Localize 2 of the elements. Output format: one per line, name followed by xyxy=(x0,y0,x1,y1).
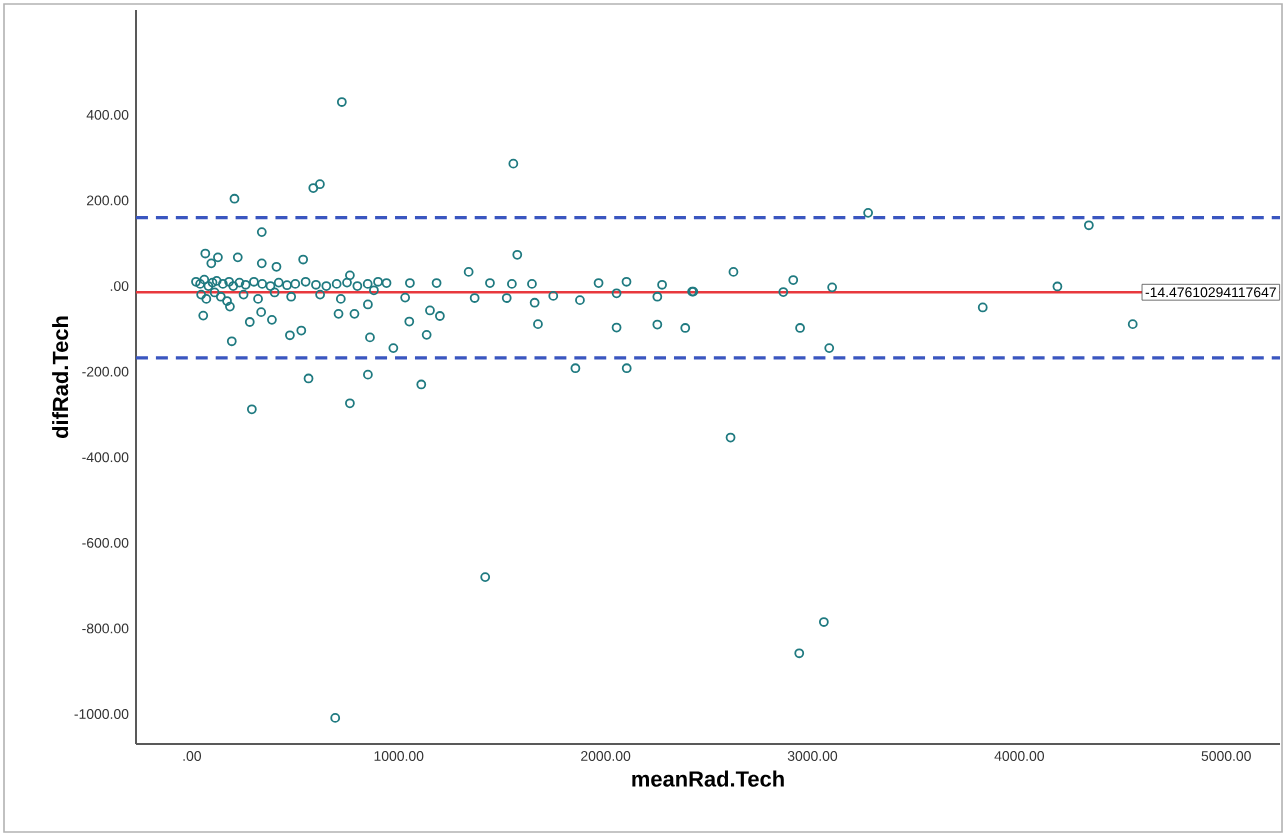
y-axis-title: difRad.Tech xyxy=(52,316,69,438)
x-axis-title: meanRad.Tech xyxy=(632,770,784,787)
